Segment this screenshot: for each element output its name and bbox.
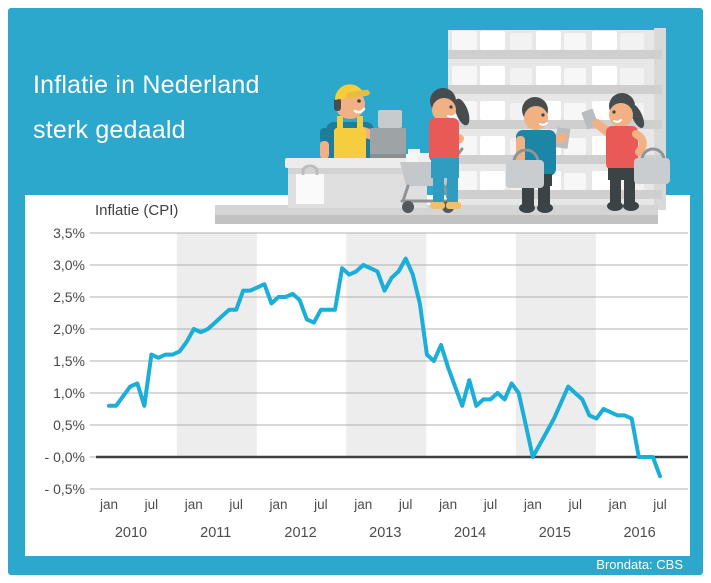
svg-text:jul: jul [398, 497, 413, 512]
svg-text:2014: 2014 [454, 525, 486, 541]
svg-text:jul: jul [483, 497, 498, 512]
svg-text:jul: jul [567, 497, 582, 512]
svg-text:2,0%: 2,0% [53, 321, 85, 337]
svg-text:2,5%: 2,5% [53, 289, 85, 305]
infographic-poster: Inflatie in Nederland sterk gedaald 3,5%… [8, 8, 703, 575]
svg-text:3,5%: 3,5% [53, 225, 85, 241]
svg-text:0,5%: 0,5% [53, 417, 85, 433]
shopper-cart-figure [429, 88, 470, 209]
source-credit: Brondata: CBS [596, 557, 683, 572]
svg-text:jan: jan [438, 497, 457, 512]
svg-text:2010: 2010 [115, 525, 147, 541]
svg-text:2012: 2012 [284, 525, 316, 541]
svg-text:jan: jan [99, 497, 118, 512]
svg-text:jul: jul [652, 497, 667, 512]
svg-text:1,5%: 1,5% [53, 353, 85, 369]
poster-title-line1: Inflatie in Nederland [33, 71, 260, 99]
svg-text:3,0%: 3,0% [53, 257, 85, 273]
cash-register-icon [370, 110, 406, 158]
poster-title: Inflatie in Nederland sterk gedaald [33, 63, 260, 153]
svg-text:- 0,5%: - 0,5% [45, 481, 85, 497]
svg-text:2011: 2011 [200, 525, 231, 541]
svg-text:jan: jan [184, 497, 203, 512]
svg-text:1,0%: 1,0% [53, 385, 85, 401]
shopper-man-figure [506, 97, 571, 213]
svg-text:2013: 2013 [369, 525, 401, 541]
svg-text:2015: 2015 [539, 525, 571, 541]
svg-text:jan: jan [353, 497, 372, 512]
cashier-figure [320, 84, 393, 164]
svg-text:jan: jan [269, 497, 288, 512]
chart-panel: 3,5% 3,0% 2,5% 2,0% 1,5% 1,0% 0,5% - 0,0% - 0,5%… [25, 195, 690, 556]
inflation-line-chart: 3,5% 3,0% 2,5% 2,0% 1,5% 1,0% 0,5% - 0,0% - 0,5%… [45, 225, 688, 541]
svg-text:2016: 2016 [623, 525, 655, 541]
svg-text:- 0,0%: - 0,0% [45, 449, 85, 465]
floor-icon [215, 205, 658, 224]
supermarket-illustration [215, 28, 670, 224]
svg-text:jul: jul [228, 497, 243, 512]
svg-text:jan: jan [523, 497, 542, 512]
basket-icon [506, 148, 544, 188]
svg-text:jan: jan [608, 497, 627, 512]
basket-icon [634, 147, 670, 184]
svg-text:jul: jul [144, 497, 159, 512]
chart-title: Inflatie (CPI) [95, 202, 179, 219]
svg-text:jul: jul [313, 497, 328, 512]
poster-title-line2: sterk gedaald [33, 116, 186, 144]
shopper-woman-figure [581, 93, 670, 211]
